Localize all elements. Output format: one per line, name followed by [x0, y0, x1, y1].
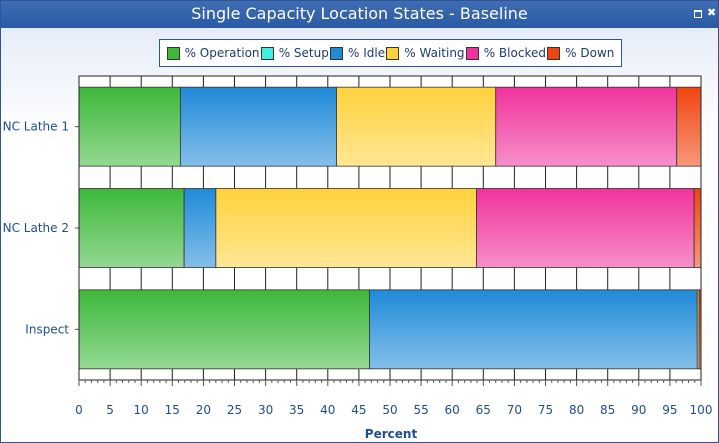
x-tick-label: 45 [351, 403, 366, 417]
x-tick-label: 25 [227, 403, 242, 417]
x-tick-label: 40 [320, 403, 335, 417]
legend-label: % Setup [278, 46, 329, 60]
legend-item[interactable]: % Idle [330, 46, 385, 60]
legend-label: % Down [565, 46, 615, 60]
bar-segment[interactable] [183, 188, 217, 268]
bar-segment[interactable] [495, 86, 678, 167]
legend-swatch [465, 46, 479, 60]
bar-segment[interactable] [369, 289, 698, 370]
legend-label: % Idle [348, 46, 386, 60]
close-icon[interactable]: ✖ [707, 6, 717, 19]
x-tick-label: 5 [106, 403, 114, 417]
category-label: NC Lathe 1 [3, 120, 69, 134]
legend-label: % Blocked [483, 46, 546, 60]
chart-legend: % Operation % Setup % Idle % Waiting % Block… [159, 39, 622, 67]
category-label: Inspect [25, 322, 69, 336]
legend-swatch [386, 46, 400, 60]
x-tick-label: 30 [258, 403, 273, 417]
x-tick-label: 70 [507, 403, 522, 417]
x-tick-label: 35 [289, 403, 304, 417]
legend-swatch [330, 46, 344, 60]
category-label: NC Lathe 2 [3, 221, 69, 235]
legend-item[interactable]: % Operation [166, 46, 260, 60]
x-axis-title: Percent [365, 427, 418, 441]
bar-segment[interactable] [676, 86, 702, 167]
legend-label: % Waiting [404, 46, 465, 60]
x-tick-label: 60 [445, 403, 460, 417]
legend-item[interactable]: % Setup [260, 46, 329, 60]
x-tick-label: 0 [75, 403, 83, 417]
x-tick-label: 55 [413, 403, 428, 417]
maximize-icon[interactable] [694, 10, 702, 18]
bar-segment[interactable] [336, 86, 497, 167]
x-tick-label: 95 [662, 403, 677, 417]
x-tick-label: 75 [538, 403, 553, 417]
x-tick-label: 20 [196, 403, 211, 417]
legend-item[interactable]: % Blocked [465, 46, 546, 60]
legend-swatch [547, 46, 561, 60]
x-tick-label: 90 [631, 403, 646, 417]
legend-swatch [260, 46, 274, 60]
bar-segment[interactable] [215, 188, 477, 268]
legend-label: % Operation [184, 46, 260, 60]
bar-segment[interactable] [476, 188, 695, 268]
bar-segment[interactable] [78, 86, 181, 167]
legend-item[interactable]: % Waiting [386, 46, 465, 60]
bar-segment[interactable] [179, 86, 337, 167]
x-tick-label: 50 [382, 403, 397, 417]
legend-item[interactable]: % Down [547, 46, 614, 60]
x-tick-label: 80 [569, 403, 584, 417]
window-title: Single Capacity Location States - Baseli… [191, 4, 528, 23]
x-tick-label: 65 [476, 403, 491, 417]
x-tick-label: 10 [134, 403, 149, 417]
title-bar: Single Capacity Location States - Baseli… [1, 1, 718, 28]
x-tick-label: 100 [690, 403, 713, 417]
legend-swatch [166, 46, 180, 60]
x-tick-label: 15 [165, 403, 180, 417]
bar-segment[interactable] [78, 289, 370, 370]
bar-segment[interactable] [693, 188, 702, 268]
bar-segment[interactable] [78, 188, 185, 268]
x-tick-label: 85 [600, 403, 615, 417]
